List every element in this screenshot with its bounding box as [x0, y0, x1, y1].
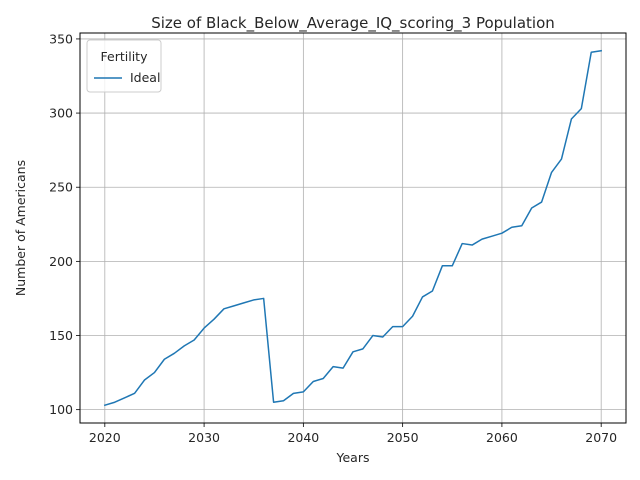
y-tick-label: 100	[49, 402, 73, 417]
x-tick-label: 2060	[486, 430, 518, 445]
x-axis: 2020 2030 2040 2050 2060 2070	[89, 423, 617, 445]
x-axis-title: Years	[336, 450, 370, 465]
y-tick-label: 150	[49, 328, 73, 343]
y-tick-label: 350	[49, 31, 73, 46]
series-layer	[103, 49, 603, 407]
legend-label-ideal: Ideal	[130, 70, 160, 85]
series-line-ideal	[103, 49, 603, 407]
legend-box	[86, 39, 162, 93]
legend-title: Fertility	[101, 49, 149, 64]
x-tick-label: 2020	[89, 430, 121, 445]
chart-title: Size of Black_Below_Average_IQ_scoring_3…	[151, 14, 555, 33]
y-axis-title: Number of Americans	[13, 160, 28, 296]
grid-lines	[80, 33, 626, 423]
y-tick-label: 300	[49, 106, 73, 121]
y-tick-label: 250	[49, 180, 73, 195]
y-axis: 100 150 200 250 300 350	[49, 31, 80, 417]
x-tick-label: 2040	[287, 430, 319, 445]
plot-frame	[79, 32, 627, 424]
legend: Fertility Ideal	[86, 39, 162, 93]
x-tick-label: 2030	[188, 430, 220, 445]
x-tick-label: 2050	[387, 430, 419, 445]
plot-area	[80, 33, 626, 423]
x-tick-label: 2070	[585, 430, 617, 445]
y-tick-label: 200	[49, 254, 73, 269]
